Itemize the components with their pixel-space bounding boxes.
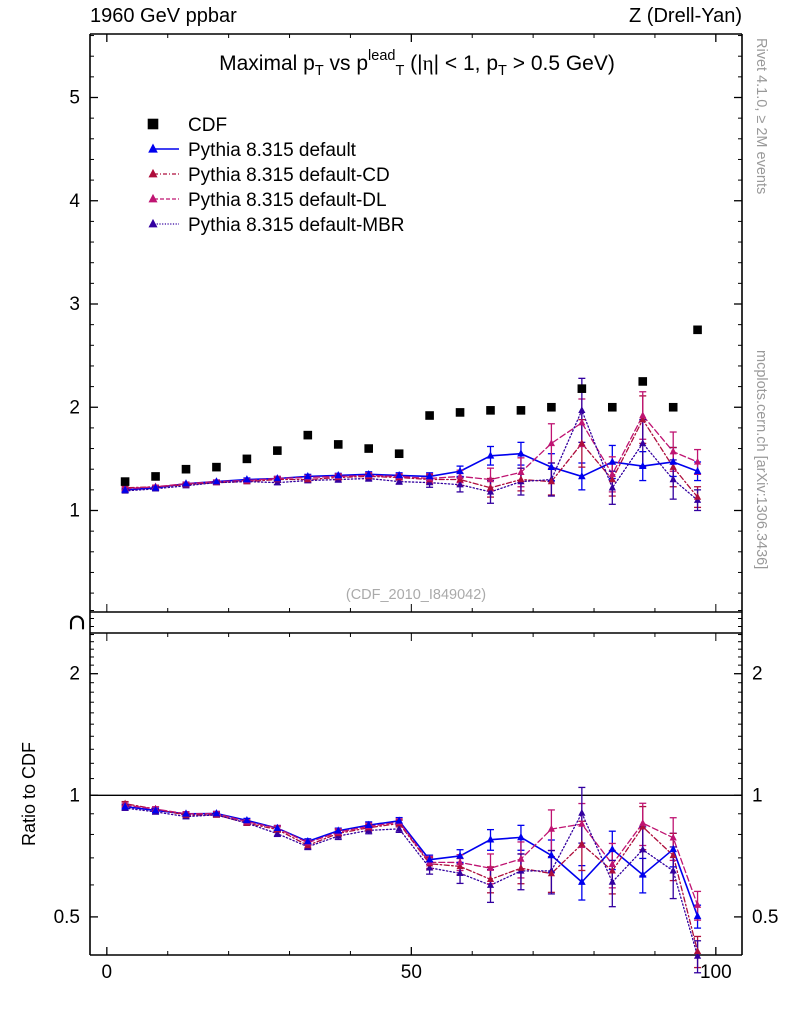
svg-text:3: 3	[69, 294, 80, 315]
svg-text:0: 0	[102, 962, 113, 983]
svg-text:mcplots.cern.ch [arXiv:1306.34: mcplots.cern.ch [arXiv:1306.3436]	[753, 350, 769, 569]
svg-text:CDF: CDF	[188, 115, 227, 136]
svg-text:(CDF_2010_I849042): (CDF_2010_I849042)	[346, 587, 486, 603]
svg-text:1: 1	[752, 785, 763, 806]
svg-text:0.5: 0.5	[752, 907, 778, 928]
svg-text:4: 4	[69, 191, 80, 212]
svg-text:50: 50	[401, 962, 422, 983]
svg-text:1960 GeV ppbar: 1960 GeV ppbar	[90, 5, 237, 27]
svg-text:0.5: 0.5	[54, 907, 80, 928]
svg-text:Pythia 8.315 default-DL: Pythia 8.315 default-DL	[188, 190, 387, 211]
svg-text:2: 2	[752, 664, 763, 685]
svg-text:5: 5	[69, 88, 80, 109]
svg-text:Pythia 8.315 default: Pythia 8.315 default	[188, 140, 357, 161]
svg-text:Maximal pT vs pleadT (|η| < 1,: Maximal pT vs pleadT (|η| < 1, pT > 0.5 …	[219, 48, 615, 79]
svg-text:2: 2	[69, 397, 80, 418]
svg-text:2: 2	[69, 664, 80, 685]
svg-text:Rivet 4.1.0, ≥ 2M events: Rivet 4.1.0, ≥ 2M events	[753, 38, 769, 194]
svg-text:Pythia 8.315 default-MBR: Pythia 8.315 default-MBR	[188, 215, 405, 236]
svg-text:1: 1	[69, 785, 80, 806]
svg-text:100: 100	[700, 962, 732, 983]
svg-text:Ratio to CDF: Ratio to CDF	[19, 742, 39, 846]
svg-text:Pythia 8.315 default-CD: Pythia 8.315 default-CD	[188, 165, 390, 186]
svg-text:Z (Drell-Yan): Z (Drell-Yan)	[629, 5, 742, 27]
svg-text:1: 1	[69, 501, 80, 522]
